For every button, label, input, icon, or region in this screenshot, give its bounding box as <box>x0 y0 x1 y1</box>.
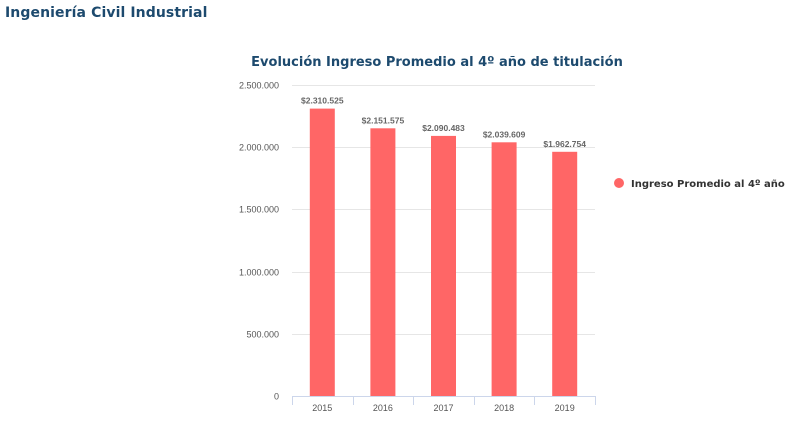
legend[interactable]: Ingreso Promedio al 4º año <box>614 178 785 190</box>
x-tick-label: 2018 <box>494 403 514 413</box>
data-label: $2.039.609 <box>483 129 526 139</box>
data-labels: $2.310.525 $2.151.575 $2.090.483 $2.039.609… <box>301 96 586 149</box>
bar-series <box>309 108 578 397</box>
page-heading: Ingeniería Civil Industrial <box>5 5 208 21</box>
bar[interactable] <box>370 128 396 397</box>
y-tick-label: 2.000.000 <box>239 143 279 153</box>
data-label: $2.151.575 <box>362 115 405 125</box>
data-label: $1.962.754 <box>543 139 586 149</box>
legend-label: Ingreso Promedio al 4º año <box>631 179 785 190</box>
bar[interactable] <box>309 108 335 396</box>
data-label: $2.090.483 <box>422 123 465 133</box>
bar[interactable] <box>491 142 517 396</box>
bar[interactable] <box>552 151 578 396</box>
y-tick-label: 1.500.000 <box>239 205 279 215</box>
legend-marker <box>614 178 624 188</box>
chart-title: Evolución Ingreso Promedio al 4º año de … <box>251 55 623 70</box>
y-tick-label: 0 <box>274 392 279 402</box>
x-tick-label: 2019 <box>555 403 575 413</box>
data-label: $2.310.525 <box>301 96 344 106</box>
axes: 0 500.000 1.000.000 1.500.000 2.000.000 2.500… <box>239 81 596 413</box>
x-tick-label: 2015 <box>312 403 332 413</box>
y-tick-label: 2.500.000 <box>239 81 279 91</box>
bar[interactable] <box>431 135 456 396</box>
x-tick-label: 2016 <box>373 403 393 413</box>
x-tick-label: 2017 <box>433 403 453 413</box>
y-tick-label: 1.000.000 <box>239 268 279 278</box>
y-tick-label: 500.000 <box>246 330 279 340</box>
